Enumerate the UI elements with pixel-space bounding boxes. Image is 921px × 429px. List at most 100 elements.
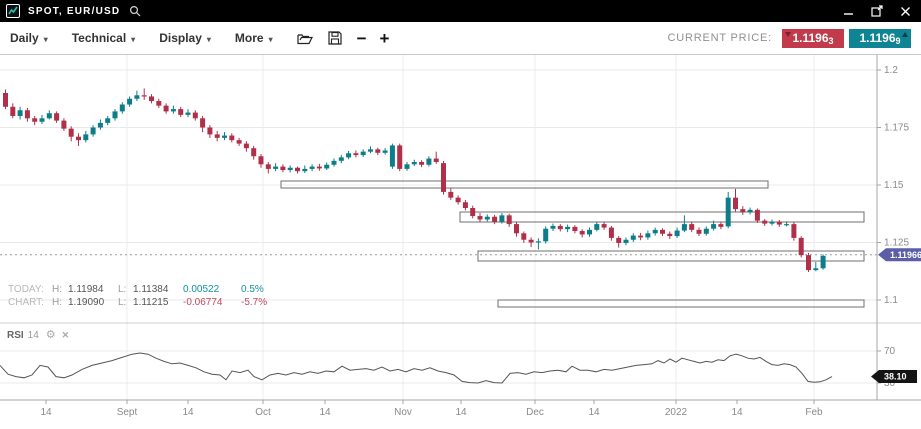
candle-body (141, 95, 147, 97)
candle-body (433, 158, 439, 162)
candle-body (594, 224, 600, 230)
candle-body (251, 148, 257, 157)
candle-body (39, 118, 45, 122)
candle-body (630, 235, 636, 240)
candle-body (543, 228, 549, 242)
candle-body (83, 134, 89, 141)
candle-body (528, 239, 534, 243)
menu-period[interactable]: Daily ▾ (10, 31, 48, 45)
candle-body (309, 166, 315, 169)
menu-more[interactable]: More ▾ (235, 31, 273, 45)
chart-low-value: 1.11215 (133, 297, 169, 308)
ask-price-pip: 9 (895, 35, 901, 46)
candle-body (68, 128, 74, 137)
candle-body (192, 112, 198, 119)
rsi-label: RSI (7, 330, 24, 341)
popout-icon[interactable] (871, 5, 883, 17)
candle-body (295, 167, 300, 172)
chart-change-value: -0.06774 (183, 297, 223, 308)
y-axis-label: 1.2 (884, 65, 898, 76)
minimize-icon[interactable] (843, 6, 854, 17)
ask-price-badge: 1.11969 (849, 28, 911, 48)
menu-technical[interactable]: Technical ▾ (72, 31, 135, 45)
candle-body (747, 209, 753, 213)
candle-body (762, 220, 768, 224)
candle-body (740, 209, 746, 213)
y-axis-label: 1.175 (884, 123, 909, 134)
candle-body (375, 149, 381, 153)
chart-label: CHART: (8, 297, 44, 308)
chart-low-label: L: (118, 297, 127, 308)
candle-body (287, 167, 293, 171)
candle-body (441, 163, 446, 192)
close-icon[interactable] (900, 6, 911, 17)
candle-body (397, 145, 403, 169)
zoom-out-button[interactable]: − (356, 28, 367, 48)
zoom-in-button[interactable]: + (379, 28, 390, 48)
candle-body (484, 216, 490, 220)
candle-body (61, 120, 67, 129)
y-axis-label: 1.15 (884, 180, 904, 191)
candle-body (791, 224, 797, 238)
today-low-label: L: (118, 284, 127, 295)
candle-body (638, 235, 644, 238)
candle-body (280, 166, 286, 171)
candle-body (258, 156, 264, 165)
candle-body (3, 93, 8, 107)
search-icon[interactable] (129, 5, 141, 17)
candle-body (324, 164, 330, 169)
save-icon[interactable] (327, 31, 342, 45)
menu-display[interactable]: Display ▾ (159, 31, 211, 45)
bid-price-badge: 1.11963 (782, 28, 844, 48)
x-axis-label: 14 (731, 407, 743, 418)
price-zone-box[interactable] (497, 299, 865, 308)
arrow-up-icon (902, 31, 908, 37)
arrow-down-icon (785, 31, 791, 37)
current-price-tag (878, 248, 921, 262)
chevron-down-icon: ▾ (43, 35, 48, 44)
x-axis-label: Sept (117, 407, 138, 418)
candle-body (652, 229, 658, 234)
gear-icon[interactable]: ⚙ (45, 329, 56, 341)
rsi-value-badge-text: 38.10 (884, 372, 907, 382)
candle-body (411, 162, 417, 165)
candle-body (776, 221, 782, 225)
y-axis-label: 1.125 (884, 238, 909, 249)
today-change-pct: 0.5% (241, 284, 264, 295)
rsi-period: 14 (27, 330, 39, 341)
instrument-title: SPOT, EUR/USD (28, 5, 121, 17)
rsi-value-badge (871, 370, 917, 384)
candle-body (243, 143, 249, 149)
candle-body (455, 197, 461, 203)
candle-body (127, 98, 133, 105)
price-zone-box[interactable] (280, 180, 769, 189)
candle-body (514, 224, 519, 234)
candle-body (798, 237, 804, 256)
chevron-down-icon: ▾ (268, 35, 273, 44)
x-axis-label: Oct (255, 407, 271, 418)
candle-body (404, 164, 410, 169)
candle-body (302, 168, 308, 172)
candle-body (105, 118, 111, 123)
candle-body (572, 226, 578, 231)
chevron-down-icon: ▾ (206, 35, 211, 44)
candle-body (470, 208, 476, 217)
candle-body (24, 110, 30, 119)
candle-body (718, 224, 724, 227)
candle-body (448, 191, 454, 198)
price-chart-canvas[interactable]: 1.2 1.175 1.15 1.125 1.1 70 30 14 Sept 14 Oct 14 Nov… (0, 55, 921, 429)
price-zone-box[interactable] (477, 250, 865, 262)
today-change-value: 0.00522 (183, 284, 220, 295)
candle-body (316, 166, 322, 169)
candle-body (733, 197, 738, 210)
price-zone-box[interactable] (459, 211, 865, 223)
candle-body (426, 158, 432, 165)
rsi-close-icon[interactable]: ✕ (61, 330, 70, 340)
open-folder-icon[interactable] (296, 32, 313, 45)
x-axis-label: 14 (588, 407, 600, 418)
rsi-line (0, 352, 833, 384)
title-bar: SPOT, EUR/USD (0, 0, 921, 22)
candle-body (608, 227, 614, 238)
candle-body (769, 221, 775, 224)
today-label: TODAY: (8, 284, 44, 295)
